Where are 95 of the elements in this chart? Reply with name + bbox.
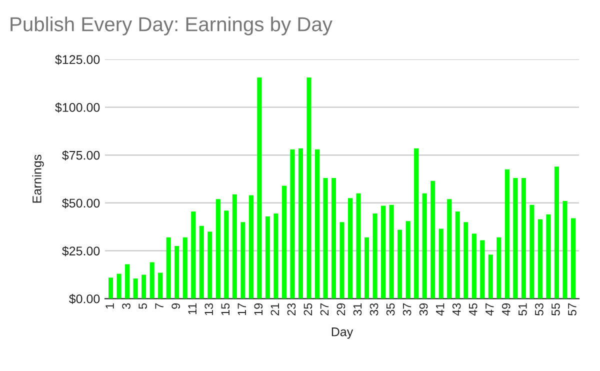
x-tick-label: 33	[370, 303, 378, 316]
bar	[488, 254, 493, 299]
bar	[496, 237, 502, 299]
x-tick-label: 41	[436, 303, 444, 316]
x-tick-label: 17	[238, 303, 246, 316]
bar	[340, 222, 344, 299]
bar	[323, 178, 328, 299]
bar	[142, 274, 146, 299]
bar	[306, 78, 312, 299]
bar	[290, 149, 295, 299]
bar	[182, 237, 188, 299]
bar	[521, 178, 526, 299]
x-tick-label: 21	[270, 303, 279, 316]
x-tick-label: 43	[452, 303, 461, 316]
bar	[150, 262, 154, 299]
x-tick-label: 13	[204, 303, 214, 316]
x-tick-label: 15	[221, 303, 230, 316]
bar	[158, 272, 163, 299]
x-tick-label: 27	[320, 303, 329, 316]
x-tick-label: 5	[138, 303, 147, 309]
x-tick-label: 7	[155, 303, 164, 309]
bar	[406, 221, 410, 299]
bar	[381, 206, 386, 299]
bar	[398, 230, 402, 299]
x-tick-label: 47	[486, 303, 494, 316]
bar	[133, 278, 138, 299]
x-tick-label: 25	[304, 303, 312, 316]
bar	[216, 199, 220, 299]
bar	[191, 212, 196, 299]
bar	[248, 195, 254, 299]
bar	[538, 219, 542, 299]
x-tick-label: 19	[254, 303, 263, 316]
bar	[464, 222, 468, 299]
bar	[240, 222, 246, 299]
x-tick-label: 39	[419, 303, 428, 316]
x-tick-label: 23	[287, 303, 296, 316]
bar	[504, 169, 510, 299]
bar	[116, 274, 122, 299]
bar	[389, 204, 394, 299]
bar	[257, 78, 262, 299]
bar	[513, 178, 518, 299]
y-tick-label: $100.00	[55, 102, 100, 113]
x-tick-label: 31	[353, 303, 362, 316]
bar	[530, 204, 534, 299]
x-tick-label: 57	[568, 303, 576, 316]
bar	[208, 232, 212, 299]
bar	[480, 240, 485, 299]
x-axis-title: Day	[332, 328, 354, 339]
y-axis-title: Earnings	[32, 154, 44, 203]
bar	[265, 216, 270, 299]
x-tick-label: 51	[518, 303, 527, 316]
bar	[125, 264, 130, 299]
x-tick-label: 53	[534, 303, 544, 316]
chart-title: Publish Every Day: Earnings by Day	[10, 16, 332, 36]
y-tick-label: $75.00	[62, 150, 100, 160]
bar	[356, 193, 361, 299]
bar	[546, 214, 551, 299]
bar	[372, 213, 378, 299]
bar	[414, 148, 419, 299]
bar	[430, 180, 436, 299]
bar	[364, 237, 370, 299]
bar	[422, 193, 427, 299]
bar	[331, 178, 336, 299]
y-tick-label: $25.00	[62, 246, 100, 256]
x-tick-label: 3	[122, 303, 130, 309]
y-tick-label: $0.00	[68, 294, 100, 304]
bar	[562, 201, 568, 299]
x-tick-label: 35	[386, 303, 395, 316]
x-tick-label: 11	[188, 303, 196, 314]
bar	[348, 198, 353, 299]
x-tick-label: 37	[402, 303, 412, 316]
bar	[298, 148, 303, 299]
bar	[166, 237, 171, 299]
bar	[455, 212, 460, 299]
y-tick-label: $50.00	[62, 198, 100, 208]
bar	[472, 234, 476, 299]
x-tick-label: 49	[502, 303, 510, 316]
bar	[282, 186, 286, 299]
bar	[447, 199, 452, 299]
bar	[108, 278, 114, 299]
x-tick-label: 9	[172, 303, 180, 309]
bar	[224, 210, 229, 299]
bar	[274, 213, 278, 299]
x-tick-label: 29	[336, 303, 346, 316]
x-tick-label: 55	[552, 303, 560, 316]
x-tick-label: 45	[469, 303, 478, 316]
bar	[174, 246, 180, 299]
bar	[438, 228, 444, 299]
bar	[554, 166, 559, 299]
bar	[232, 194, 237, 299]
bar	[314, 149, 320, 299]
x-tick-label: 1	[106, 303, 114, 308]
bar	[570, 218, 576, 299]
bar	[199, 226, 204, 299]
y-tick-label: $125.00	[55, 54, 100, 65]
